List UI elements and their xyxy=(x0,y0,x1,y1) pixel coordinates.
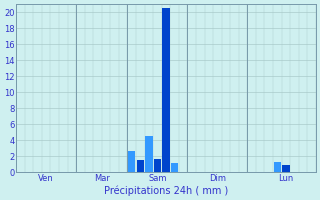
Bar xyxy=(154,159,161,172)
Bar xyxy=(171,163,178,172)
Bar xyxy=(162,8,170,172)
Bar xyxy=(145,136,153,172)
Bar xyxy=(282,165,290,172)
X-axis label: Précipitations 24h ( mm ): Précipitations 24h ( mm ) xyxy=(104,185,228,196)
Bar xyxy=(128,151,135,172)
Bar xyxy=(274,162,281,172)
Bar xyxy=(137,160,144,172)
